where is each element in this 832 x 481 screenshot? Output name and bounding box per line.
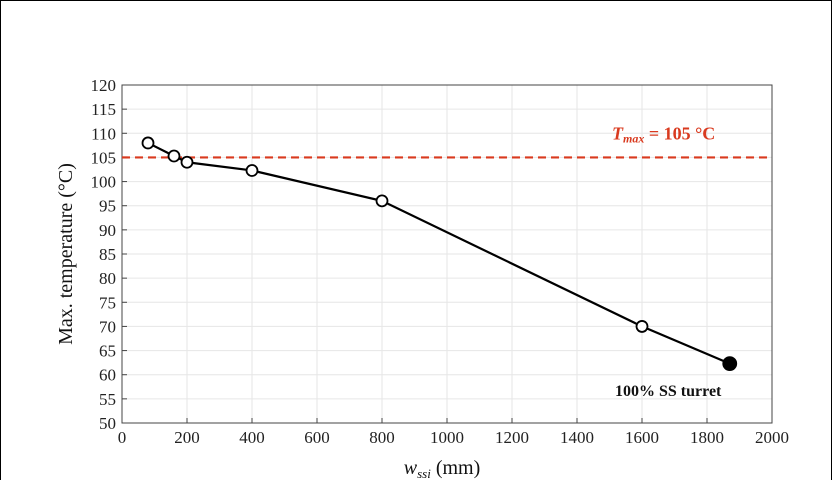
x-tick-label: 2000 bbox=[755, 428, 789, 447]
y-axis-label: Max. temperature (°C) bbox=[55, 163, 77, 345]
threshold-rest: = 105 °C bbox=[644, 123, 715, 143]
data-points bbox=[141, 136, 738, 372]
threshold-label: Tmax = 105 °C bbox=[612, 123, 715, 145]
x-tick-label: 1400 bbox=[560, 428, 594, 447]
data-point bbox=[722, 356, 738, 372]
x-axis-var: w bbox=[404, 457, 418, 479]
y-tick-label: 100 bbox=[91, 173, 117, 192]
x-axis-unit: (mm) bbox=[436, 457, 480, 479]
x-tick-label: 400 bbox=[239, 428, 265, 447]
grid bbox=[121, 84, 773, 424]
x-tick-label: 1800 bbox=[690, 428, 724, 447]
data-point bbox=[167, 149, 181, 163]
annotation-label: 100% SS turret bbox=[615, 383, 722, 400]
y-tick-label: 65 bbox=[99, 342, 116, 361]
y-tick-label: 95 bbox=[99, 197, 116, 216]
x-axis-label: wssi (mm) bbox=[404, 457, 481, 481]
y-tick-label: 120 bbox=[91, 76, 117, 95]
y-axis-ticks: 50 55 60 65 70 75 80 85 90 95 100 105 110 115 120 bbox=[91, 76, 127, 433]
y-tick-label: 75 bbox=[99, 293, 116, 312]
x-axis-ticks: 0 200 400 600 800 1000 1200 1400 1600 1800 2000 bbox=[118, 418, 789, 447]
threshold-sub: max bbox=[623, 131, 644, 145]
x-tick-label: 1600 bbox=[625, 428, 659, 447]
x-axis-sub: ssi bbox=[417, 466, 431, 481]
data-point bbox=[141, 136, 155, 150]
data-point bbox=[375, 194, 389, 208]
x-tick-label: 600 bbox=[304, 428, 330, 447]
y-tick-label: 70 bbox=[99, 317, 116, 336]
y-tick-label: 50 bbox=[99, 414, 116, 433]
x-tick-label: 200 bbox=[174, 428, 200, 447]
data-point bbox=[180, 155, 194, 169]
threshold-var: T bbox=[612, 123, 624, 143]
y-tick-label: 105 bbox=[91, 148, 117, 167]
y-tick-label: 110 bbox=[91, 124, 116, 143]
y-tick-label: 115 bbox=[91, 100, 116, 119]
x-tick-label: 0 bbox=[118, 428, 127, 447]
y-tick-label: 85 bbox=[99, 245, 116, 264]
y-tick-label: 80 bbox=[99, 269, 116, 288]
x-tick-label: 800 bbox=[369, 428, 395, 447]
y-tick-label: 60 bbox=[99, 366, 116, 385]
data-point bbox=[635, 320, 649, 333]
x-tick-label: 1000 bbox=[430, 428, 464, 447]
y-tick-label: 90 bbox=[99, 221, 116, 240]
data-point bbox=[245, 164, 259, 177]
x-tick-label: 1200 bbox=[495, 428, 529, 447]
y-tick-label: 55 bbox=[99, 390, 116, 409]
